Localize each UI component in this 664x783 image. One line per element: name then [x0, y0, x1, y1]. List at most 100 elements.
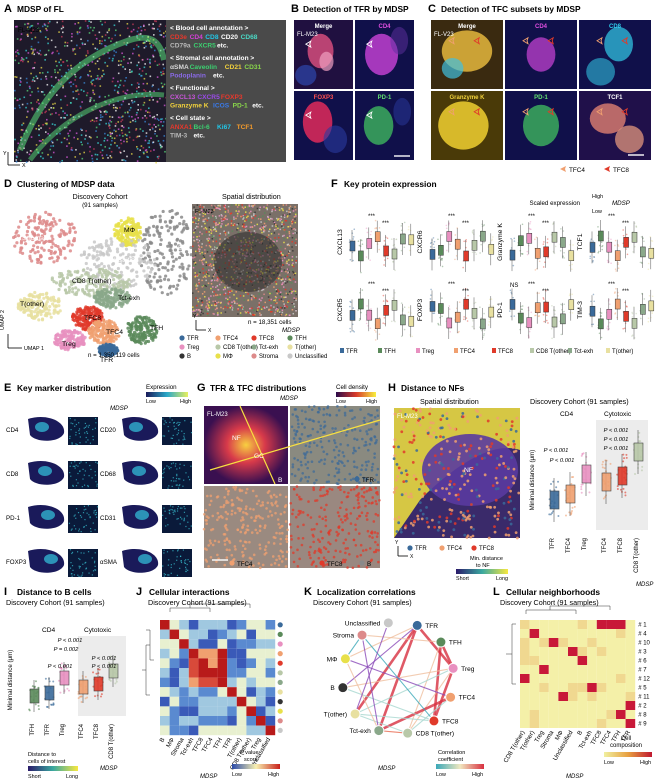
box-point: [471, 229, 474, 232]
umap-point: [170, 255, 175, 259]
mdsp-pixel: [148, 99, 151, 101]
marker-spatial-dot: [94, 552, 96, 554]
mdsp-tag-e: MDSP: [110, 405, 129, 412]
mdsp-pixel: [72, 49, 75, 51]
marker-spatial-dot: [70, 462, 73, 464]
box-point: [529, 222, 531, 225]
mdsp-pixel: [130, 61, 132, 64]
mdsp-pixel: [154, 60, 156, 63]
umap-point: [178, 265, 182, 269]
marker-spatial-dot: [75, 485, 78, 487]
umap-point: [168, 286, 172, 290]
spatial-cell: [293, 297, 295, 299]
umap-point: [25, 222, 29, 227]
mdsp-pixel: [79, 26, 82, 29]
marker-spatial-dot: [84, 519, 86, 521]
box-point: [472, 233, 475, 236]
mdsp-pixel: [47, 22, 50, 24]
umap-point: [115, 293, 119, 297]
legend-label: TFC4: [569, 167, 585, 174]
marker-spatial-dot: [168, 574, 170, 576]
marker-spatial-dot: [77, 472, 79, 475]
box-body: [349, 240, 356, 252]
mdsp-pixel: [104, 137, 106, 140]
mdsp-pixel: [124, 80, 126, 82]
mdsp-pixel: [121, 52, 123, 55]
spatial-cell: [283, 307, 286, 309]
mdsp-pixel: [138, 55, 141, 57]
spatial-cell: [283, 216, 286, 219]
umap-point: [149, 261, 154, 265]
mdsp-pixel: [120, 139, 122, 141]
spatial-cell: [211, 251, 213, 254]
mdsp-pixel: [14, 150, 16, 153]
mdsp-pixel: [55, 76, 57, 79]
umap-point: [99, 243, 103, 247]
umap-point: [89, 312, 94, 316]
marker-label: ICOS: [213, 103, 230, 110]
box-point: [554, 245, 557, 248]
mdsp-pixel: [50, 145, 52, 147]
spatial-cell: [251, 294, 253, 296]
mdsp-pixel: [93, 99, 95, 102]
marker-spatial-dot: [73, 525, 75, 527]
spatial-cell: [210, 204, 213, 207]
umap-point: [34, 226, 38, 230]
box-point: [592, 259, 594, 262]
umap-point: [63, 282, 67, 286]
mdsp-pixel: [107, 157, 109, 159]
umap-point: [90, 325, 94, 329]
umap-point: [30, 230, 35, 234]
spatial-cell: [271, 210, 273, 213]
box-point: [471, 232, 474, 234]
box-point: [536, 267, 538, 270]
umap-point: [101, 345, 105, 349]
spatial-cell: [242, 218, 244, 220]
umap-point: [158, 234, 162, 239]
mdsp-pixel: [110, 121, 113, 123]
mdsp-pixel: [70, 85, 72, 88]
mdsp-pixel: [87, 39, 89, 42]
mdsp-pixel: [92, 43, 94, 46]
mdsp-pixel: [148, 142, 150, 144]
mdsp-pixel: [52, 151, 55, 154]
spatial-cell: [276, 310, 279, 312]
umap-point: [177, 244, 181, 248]
mdsp-pixel: [92, 89, 94, 92]
umap-point: [36, 233, 40, 237]
umap-point: [94, 297, 99, 302]
umap-point: [144, 333, 148, 338]
umap-point: [135, 270, 139, 274]
marker-label: Bcl-6: [194, 124, 210, 131]
umap-point: [67, 285, 71, 289]
umap-point: [32, 219, 37, 223]
mdsp-pixel: [96, 158, 98, 160]
spatial-cell: [266, 204, 269, 206]
mdsp-pixel: [70, 102, 72, 104]
umap-point: [136, 222, 141, 226]
spatial-cell: [237, 299, 240, 302]
spatial-cell: [282, 204, 285, 206]
marker-spatial-dot: [89, 516, 91, 518]
umap-point: [57, 304, 61, 308]
mdsp-pixel: [83, 151, 86, 154]
mdsp-pixel: [50, 156, 52, 159]
umap-point: [71, 290, 75, 294]
marker-spatial-dot: [173, 425, 175, 427]
umap-point: [121, 260, 125, 264]
umap-point: [104, 270, 108, 274]
spatial-cell: [284, 255, 286, 258]
umap-point: [109, 237, 113, 241]
umap-point: [119, 292, 123, 296]
spatial-title: Spatial distribution: [222, 192, 281, 201]
mdsp-pixel: [111, 80, 114, 83]
umap-point: [168, 226, 172, 230]
mdsp-pixel: [126, 22, 129, 25]
legend-label: Treg: [187, 345, 199, 351]
umap-point: [99, 291, 103, 295]
mdsp-pixel: [99, 119, 101, 122]
mdsp-pixel: [124, 133, 127, 136]
spatial-cell: [292, 228, 294, 230]
umap-point: [100, 251, 105, 255]
box-point: [349, 258, 352, 261]
